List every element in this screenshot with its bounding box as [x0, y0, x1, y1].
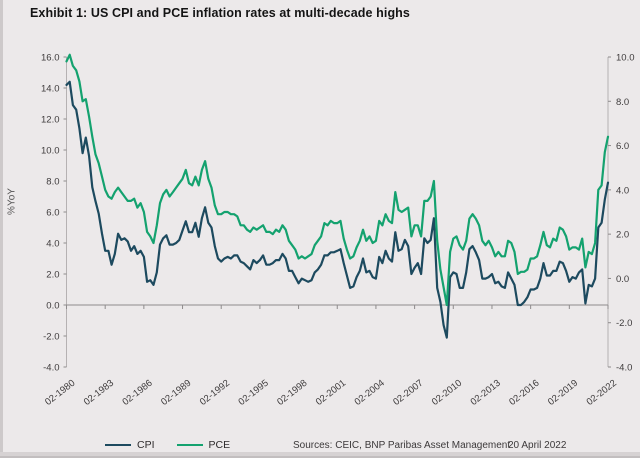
svg-text:8.0: 8.0	[46, 177, 59, 188]
svg-text:-4.0: -4.0	[616, 363, 632, 374]
svg-text:8.0: 8.0	[616, 97, 629, 108]
legend-label-cpi: CPI	[137, 439, 155, 451]
cpi-line-swatch-icon	[105, 443, 131, 447]
svg-text:02-2007: 02-2007	[391, 378, 425, 408]
svg-text:2.0: 2.0	[46, 270, 59, 281]
left-edge-border	[0, 0, 3, 458]
svg-text:-2.0: -2.0	[43, 332, 59, 343]
svg-text:-2.0: -2.0	[616, 318, 632, 329]
svg-text:4.0: 4.0	[46, 239, 59, 250]
sources-text: Sources: CEIC, BNP Paribas Asset Managem…	[293, 440, 511, 451]
svg-text:10.0: 10.0	[616, 53, 635, 64]
svg-text:02-2004: 02-2004	[353, 378, 387, 408]
svg-text:0.0: 0.0	[46, 301, 59, 312]
svg-text:16.0: 16.0	[41, 53, 60, 64]
svg-text:02-1986: 02-1986	[120, 378, 154, 408]
svg-text:6.0: 6.0	[46, 208, 59, 219]
pce-line-swatch-icon	[176, 443, 203, 447]
svg-text:-4.0: -4.0	[43, 363, 59, 374]
legend: CPI PCE	[105, 439, 230, 451]
svg-text:02-1998: 02-1998	[275, 378, 309, 408]
report-date: 20 April 2022	[508, 440, 567, 451]
legend-item-cpi: CPI	[105, 439, 155, 451]
svg-text:02-2010: 02-2010	[430, 378, 464, 408]
svg-text:0.0: 0.0	[616, 274, 629, 285]
svg-text:02-1995: 02-1995	[236, 378, 270, 408]
svg-text:02-2013: 02-2013	[469, 378, 503, 408]
svg-text:02-1983: 02-1983	[82, 378, 116, 408]
legend-label-pce: PCE	[208, 439, 231, 451]
chart-title: Exhibit 1: US CPI and PCE inflation rate…	[30, 6, 410, 20]
svg-text:02-1992: 02-1992	[198, 378, 232, 408]
svg-text:02-2019: 02-2019	[546, 378, 580, 408]
svg-text:02-1989: 02-1989	[159, 378, 193, 408]
svg-text:02-2022: 02-2022	[585, 378, 619, 408]
bottom-border	[0, 452, 640, 458]
svg-text:02-2001: 02-2001	[314, 378, 348, 408]
svg-text:4.0: 4.0	[616, 185, 629, 196]
svg-text:2.0: 2.0	[616, 230, 629, 241]
svg-text:14.0: 14.0	[41, 84, 60, 95]
svg-text:02-1980: 02-1980	[43, 378, 77, 408]
svg-text:10.0: 10.0	[41, 146, 60, 157]
svg-text:6.0: 6.0	[616, 141, 629, 152]
svg-text:12.0: 12.0	[41, 115, 60, 126]
legend-item-pce: PCE	[176, 439, 231, 451]
svg-text:02-2016: 02-2016	[507, 378, 541, 408]
